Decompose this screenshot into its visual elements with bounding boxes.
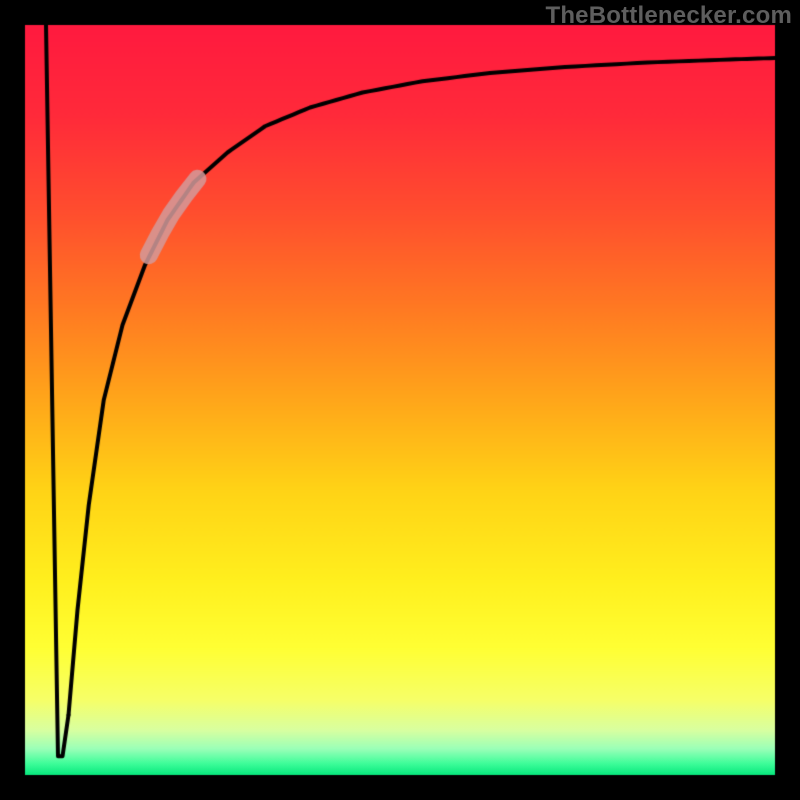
bottleneck-curve-canvas: [0, 0, 800, 800]
attribution-label: TheBottlenecker.com: [545, 2, 792, 30]
chart-root: TheBottlenecker.com: [0, 0, 800, 800]
